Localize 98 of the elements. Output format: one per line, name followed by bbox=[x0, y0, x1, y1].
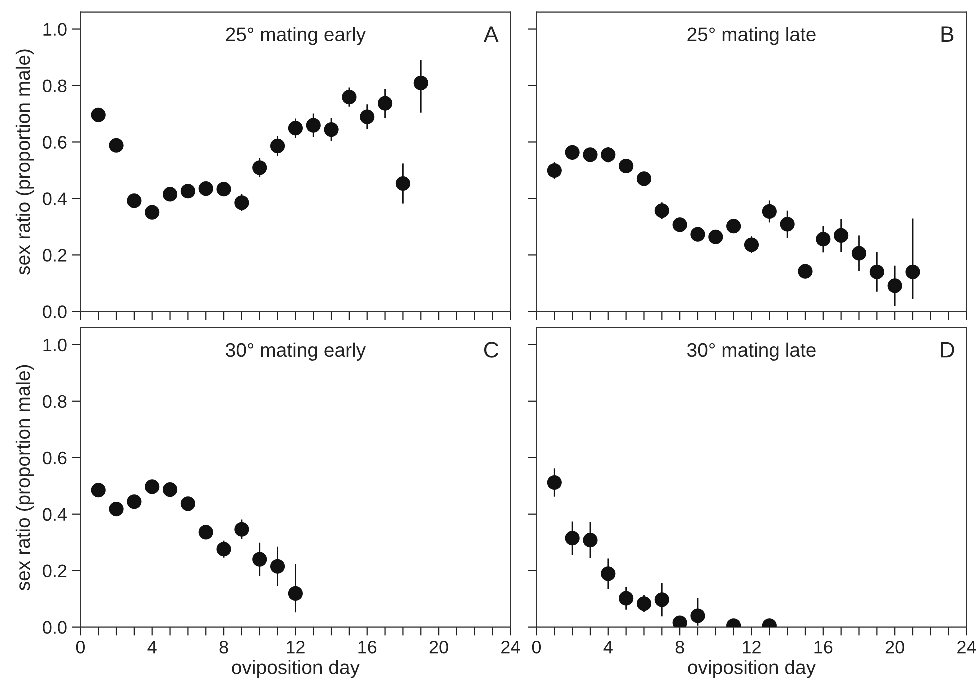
point bbox=[145, 205, 160, 220]
y-tick-label: 1.0 bbox=[44, 23, 67, 36]
point bbox=[654, 592, 670, 608]
point bbox=[324, 122, 339, 138]
point bbox=[414, 76, 428, 91]
point bbox=[708, 230, 724, 244]
point bbox=[798, 264, 813, 279]
y-tick-label: 0.2 bbox=[43, 249, 67, 262]
point bbox=[601, 566, 616, 582]
point bbox=[690, 608, 706, 624]
x-tick-label: 0 bbox=[76, 640, 85, 654]
point bbox=[234, 196, 250, 210]
y-tick-label: 1.0 bbox=[44, 338, 67, 352]
point bbox=[180, 184, 196, 199]
x-tick-label: 0 bbox=[532, 640, 542, 654]
point bbox=[816, 232, 831, 247]
y-tick-label: 0.8 bbox=[43, 80, 67, 92]
annotation: D bbox=[941, 342, 954, 358]
point bbox=[852, 246, 867, 261]
y-tick-label: 0.0 bbox=[43, 621, 67, 634]
point bbox=[360, 110, 375, 124]
point bbox=[234, 522, 250, 537]
y-tick-label: 0.0 bbox=[43, 306, 67, 318]
point bbox=[270, 559, 286, 574]
x-axis-title: oviposition day bbox=[232, 660, 360, 678]
x-tick-label: 16 bbox=[358, 640, 377, 654]
x-tick-label: 12 bbox=[743, 640, 761, 654]
point bbox=[636, 596, 652, 612]
point bbox=[906, 264, 920, 280]
x-tick-label: 8 bbox=[676, 640, 684, 654]
point bbox=[565, 531, 580, 546]
point bbox=[378, 96, 393, 111]
point bbox=[91, 483, 106, 498]
annotation: B bbox=[942, 26, 954, 42]
point bbox=[396, 176, 410, 192]
point bbox=[109, 138, 124, 153]
point bbox=[834, 228, 849, 243]
point bbox=[654, 204, 670, 218]
point bbox=[252, 160, 268, 176]
y-tick-label: 0.4 bbox=[43, 508, 67, 522]
point bbox=[601, 148, 616, 162]
x-tick-label: 20 bbox=[430, 640, 448, 654]
point bbox=[180, 496, 196, 512]
point bbox=[216, 182, 232, 197]
y-axis-title: sex ratio (proportion male) bbox=[16, 365, 34, 591]
x-tick-label: 12 bbox=[287, 640, 305, 654]
point bbox=[547, 475, 562, 490]
point bbox=[162, 482, 178, 498]
point bbox=[547, 163, 562, 178]
annotation: A bbox=[484, 26, 499, 42]
point bbox=[198, 525, 214, 540]
x-axis-title: oviposition day bbox=[688, 660, 816, 678]
point bbox=[306, 118, 321, 133]
point bbox=[288, 586, 303, 602]
point bbox=[726, 219, 742, 234]
point bbox=[690, 227, 706, 242]
point bbox=[270, 138, 286, 154]
point bbox=[762, 204, 777, 219]
text: 25° mating late bbox=[688, 27, 816, 46]
y-tick-label: 0.6 bbox=[43, 136, 67, 149]
point bbox=[583, 533, 598, 548]
point bbox=[145, 480, 160, 494]
y-tick-label: 0.4 bbox=[43, 192, 67, 206]
point bbox=[342, 90, 357, 105]
point bbox=[252, 552, 268, 567]
point bbox=[888, 278, 902, 294]
x-tick-label: 4 bbox=[148, 641, 157, 654]
text: 30° mating late bbox=[688, 342, 816, 361]
y-axis-title: sex ratio (proportion male) bbox=[16, 50, 34, 275]
y-tick-label: 0.2 bbox=[43, 564, 67, 578]
x-tick-label: 20 bbox=[886, 640, 904, 654]
point bbox=[672, 218, 688, 232]
annotation: C bbox=[484, 342, 499, 358]
point bbox=[127, 494, 142, 510]
point bbox=[780, 217, 795, 232]
point bbox=[162, 187, 178, 202]
point bbox=[619, 158, 634, 174]
point bbox=[636, 172, 652, 186]
x-tick-label: 24 bbox=[958, 640, 976, 654]
y-tick-label: 0.6 bbox=[43, 452, 67, 465]
point bbox=[744, 238, 760, 252]
y-tick-label: 0.8 bbox=[43, 395, 67, 408]
point bbox=[565, 145, 580, 160]
point bbox=[216, 542, 232, 557]
point bbox=[619, 591, 634, 606]
x-tick-label: 8 bbox=[220, 640, 228, 654]
point bbox=[583, 148, 598, 162]
point bbox=[91, 108, 106, 122]
point bbox=[870, 264, 884, 280]
x-tick-label: 16 bbox=[814, 640, 833, 654]
point bbox=[198, 182, 214, 196]
text: 25° mating early bbox=[226, 27, 366, 46]
point bbox=[109, 502, 124, 517]
point bbox=[288, 121, 303, 136]
point bbox=[127, 194, 142, 208]
text: 30° mating early bbox=[226, 342, 366, 361]
x-tick-label: 4 bbox=[604, 641, 613, 654]
x-tick-label: 24 bbox=[502, 640, 520, 654]
